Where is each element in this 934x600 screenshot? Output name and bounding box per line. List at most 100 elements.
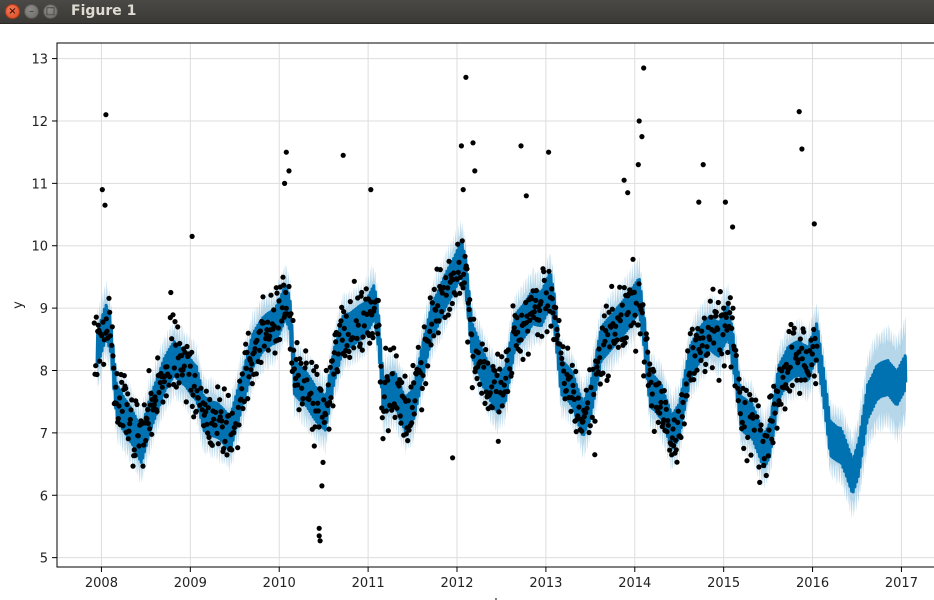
observed-outlier-point	[523, 193, 529, 199]
observed-point	[607, 344, 613, 350]
observed-point	[727, 310, 733, 316]
observed-point	[584, 405, 590, 411]
observed-point	[794, 377, 800, 383]
observed-point	[134, 401, 140, 408]
observed-point	[527, 317, 533, 323]
observed-point	[360, 334, 366, 340]
observed-point	[580, 418, 586, 425]
observed-outlier-point	[639, 134, 645, 140]
observed-point	[664, 429, 670, 435]
observed-point	[298, 360, 304, 366]
observed-point	[728, 364, 734, 370]
observed-point	[747, 392, 753, 398]
observed-point	[631, 289, 637, 295]
observed-point	[725, 349, 731, 355]
observed-point	[215, 441, 221, 447]
observed-point	[130, 463, 136, 469]
observed-point	[439, 309, 445, 315]
minimize-window-button[interactable]: –	[24, 4, 39, 19]
observed-point	[791, 325, 797, 331]
observed-point	[517, 348, 523, 354]
observed-point	[236, 422, 242, 428]
maximize-window-button[interactable]: □	[43, 4, 58, 19]
observed-point	[321, 419, 327, 425]
observed-point	[505, 347, 511, 353]
observed-point	[764, 433, 770, 439]
observed-point	[635, 322, 641, 328]
observed-point	[779, 368, 785, 374]
observed-point	[127, 416, 133, 423]
observed-point	[489, 405, 495, 411]
observed-point	[272, 350, 278, 356]
observed-point	[596, 346, 602, 352]
observed-point	[361, 323, 367, 329]
observed-point	[410, 362, 416, 369]
observed-point	[573, 368, 579, 375]
x-tick-label: 2015	[707, 576, 740, 591]
observed-point	[583, 387, 589, 393]
observed-point	[600, 370, 606, 376]
observed-point	[341, 325, 347, 331]
observed-point	[350, 335, 356, 341]
observed-point	[757, 427, 763, 433]
observed-point	[385, 377, 391, 383]
observed-point	[504, 357, 510, 363]
observed-point	[189, 403, 195, 409]
observed-point	[695, 326, 701, 332]
window-titlebar: × – □ Figure 1	[0, 0, 934, 24]
observed-point	[224, 452, 230, 458]
observed-point	[665, 422, 671, 428]
observed-point	[335, 369, 341, 375]
observed-point	[425, 338, 431, 344]
observed-point	[613, 323, 619, 329]
observed-point	[296, 407, 302, 413]
observed-point	[751, 427, 757, 433]
observed-point	[796, 349, 802, 355]
observed-point	[283, 305, 289, 311]
observed-point	[589, 414, 595, 420]
observed-point	[533, 287, 539, 294]
observed-point	[316, 424, 322, 430]
observed-point	[221, 446, 227, 452]
observed-point	[218, 409, 224, 415]
observed-point	[562, 396, 568, 402]
observed-point	[605, 332, 611, 338]
observed-outlier-point	[546, 149, 552, 155]
observed-point	[353, 318, 359, 324]
observed-point	[560, 344, 566, 350]
observed-point	[653, 404, 659, 410]
observed-point	[619, 302, 625, 308]
observed-point	[104, 328, 110, 334]
observed-point	[568, 408, 574, 414]
observed-point	[276, 298, 282, 304]
observed-point	[543, 290, 549, 296]
observed-point	[405, 438, 411, 444]
observed-point	[495, 351, 501, 357]
observed-point	[760, 438, 766, 444]
observed-outlier-point	[636, 118, 642, 124]
observed-point	[397, 413, 403, 419]
observed-point	[514, 315, 520, 321]
observed-point	[763, 472, 769, 479]
observed-point	[632, 312, 638, 318]
observed-point	[436, 318, 442, 324]
observed-point	[704, 344, 710, 350]
observed-point	[286, 283, 292, 290]
observed-point	[693, 337, 699, 343]
observed-point	[683, 381, 689, 387]
observed-point	[464, 266, 470, 272]
observed-point	[326, 426, 332, 432]
observed-point	[639, 310, 645, 316]
observed-point	[646, 371, 652, 378]
observed-point	[707, 336, 713, 342]
observed-point	[735, 398, 741, 404]
observed-point	[703, 361, 709, 367]
close-window-button[interactable]: ×	[5, 4, 20, 19]
observed-outlier-point	[625, 190, 631, 196]
observed-point	[323, 367, 329, 374]
y-tick-label: 9	[40, 302, 48, 317]
observed-point	[445, 312, 451, 318]
observed-point	[671, 443, 677, 449]
observed-point	[114, 371, 120, 377]
observed-point	[769, 418, 775, 424]
